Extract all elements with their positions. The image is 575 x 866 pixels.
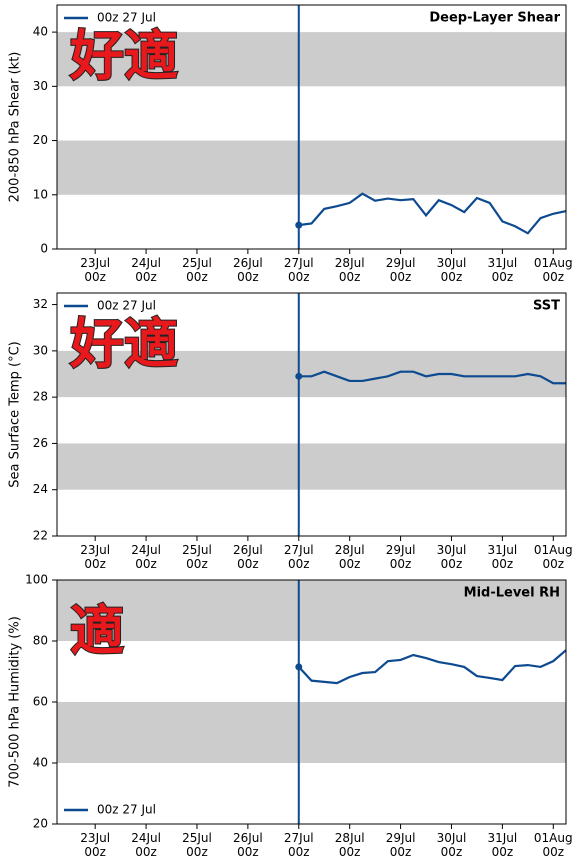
x-tick-label: 26Jul 00z <box>233 256 263 284</box>
y-tick-label: 10 <box>33 187 48 201</box>
y-tick-label: 28 <box>33 390 48 404</box>
x-tick-label: 01Aug 00z <box>533 543 573 571</box>
y-tick-label: 20 <box>33 133 48 147</box>
x-tick-label: 28Jul 00z <box>334 831 365 859</box>
legend-label: 00z 27 Jul <box>97 11 156 25</box>
y-axis-label: 700-500 hPa Humidity (%) <box>8 616 23 788</box>
x-tick-label: 28Jul 00z <box>334 543 365 571</box>
annotation: 好適 <box>69 313 178 376</box>
x-tick-label: 26Jul 00z <box>233 831 263 859</box>
x-tick-label: 28Jul 00z <box>334 256 365 284</box>
x-tick-label: 31Jul 00z <box>487 256 518 284</box>
x-tick-label: 30Jul 00z <box>436 543 467 571</box>
legend-label: 00z 27 Jul <box>97 299 156 313</box>
y-tick-label: 40 <box>33 756 48 770</box>
x-tick-label: 31Jul 00z <box>487 831 518 859</box>
x-tick-label: 29Jul 00z <box>385 256 416 284</box>
x-tick-label: 27Jul 00z <box>283 256 314 284</box>
x-tick-label: 24Jul 00z <box>131 256 161 284</box>
x-tick-label: 01Aug 00z <box>533 256 573 284</box>
start-marker <box>295 663 303 671</box>
y-tick-label: 20 <box>33 817 48 831</box>
y-tick-label: 60 <box>33 695 48 709</box>
chart-title: Mid-Level RH <box>464 586 560 601</box>
axes-frame <box>56 4 567 250</box>
chart-title: SST <box>533 299 560 314</box>
y-tick-label: 40 <box>33 25 48 39</box>
band <box>57 140 566 195</box>
annotation: 適 <box>70 600 124 663</box>
y-axis-label: Sea Surface Temp (°C) <box>8 341 23 488</box>
y-tick-label: 30 <box>33 79 48 93</box>
x-tick-label: 23Jul 00z <box>80 831 111 859</box>
y-tick-label: 22 <box>33 529 48 543</box>
y-tick-label: 100 <box>25 573 48 587</box>
axes-frame <box>56 579 567 825</box>
x-tick-label: 25Jul 00z <box>182 256 212 284</box>
x-tick-label: 29Jul 00z <box>385 543 416 571</box>
y-tick-label: 80 <box>33 634 48 648</box>
series-line <box>298 192 567 235</box>
band <box>57 443 566 490</box>
x-tick-label: 24Jul 00z <box>131 543 161 571</box>
x-tick-label: 23Jul 00z <box>80 256 111 284</box>
x-tick-label: 25Jul 00z <box>182 831 212 859</box>
x-tick-label: 27Jul 00z <box>283 543 314 571</box>
y-tick-label: 0 <box>40 242 48 256</box>
x-tick-label: 25Jul 00z <box>182 543 212 571</box>
y-tick-label: 32 <box>33 297 48 311</box>
series-line <box>297 649 567 685</box>
x-tick-label: 23Jul 00z <box>80 543 111 571</box>
x-tick-label: 29Jul 00z <box>385 831 416 859</box>
x-tick-label: 27Jul 00z <box>283 831 314 859</box>
band <box>57 580 566 641</box>
band <box>57 350 566 398</box>
band <box>57 32 566 87</box>
x-tick-label: 24Jul 00z <box>131 831 161 859</box>
x-tick-label: 30Jul 00z <box>436 256 467 284</box>
x-tick-label: 01Aug 00z <box>533 831 573 859</box>
legend-label: 00z 27 Jul <box>97 803 156 817</box>
start-marker <box>295 221 303 229</box>
x-tick-label: 26Jul 00z <box>233 543 263 571</box>
axes-frame <box>56 292 567 537</box>
x-tick-label: 30Jul 00z <box>436 831 467 859</box>
series-line <box>298 370 566 385</box>
x-tick-label: 31Jul 00z <box>487 543 518 571</box>
y-tick-label: 30 <box>33 343 48 357</box>
annotation: 好適 <box>69 25 178 88</box>
start-marker <box>295 372 303 380</box>
band <box>57 702 566 763</box>
y-axis-label: 200-850 hPa Shear (kt) <box>8 52 23 203</box>
y-tick-label: 26 <box>33 436 48 450</box>
chart-title: Deep-Layer Shear <box>429 11 560 26</box>
y-tick-label: 24 <box>33 482 48 496</box>
